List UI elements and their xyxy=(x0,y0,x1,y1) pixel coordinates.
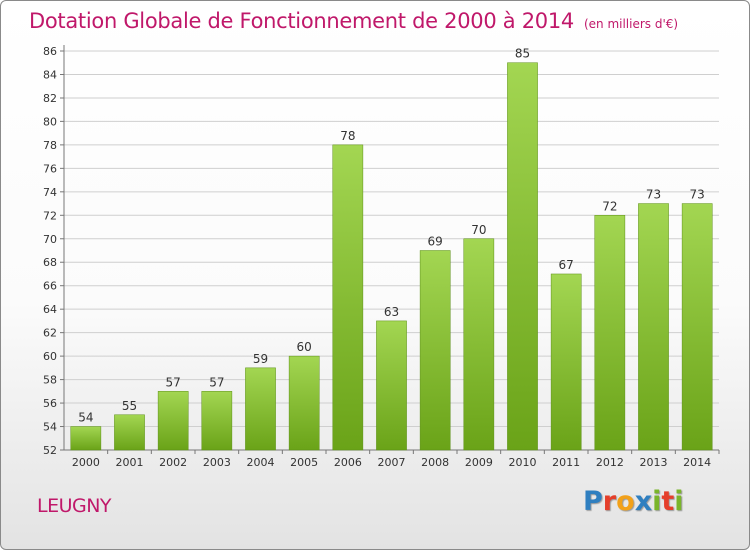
data-label: 73 xyxy=(690,188,705,202)
data-label: 55 xyxy=(122,399,137,413)
x-tick-label: 2003 xyxy=(203,456,231,469)
bar xyxy=(332,144,364,451)
y-tick-label: 82 xyxy=(43,92,57,105)
y-tick-label: 62 xyxy=(43,327,57,340)
commune-name: LEUGNY xyxy=(37,495,112,517)
x-tick-label: 2004 xyxy=(247,456,275,469)
data-label: 73 xyxy=(646,188,661,202)
x-tick-label: 2001 xyxy=(116,456,144,469)
x-tick-label: 2011 xyxy=(552,456,580,469)
data-label: 72 xyxy=(602,199,617,213)
bars xyxy=(70,62,713,451)
chart-title: Dotation Globale de Fonctionnement de 20… xyxy=(29,9,678,33)
bar xyxy=(594,215,626,451)
y-tick-label: 60 xyxy=(43,350,57,363)
data-label: 60 xyxy=(297,340,312,354)
data-label: 57 xyxy=(166,375,181,389)
data-label: 57 xyxy=(209,375,224,389)
data-label: 67 xyxy=(559,258,574,272)
x-tick-label: 2008 xyxy=(421,456,449,469)
logo-letter: t xyxy=(661,486,675,517)
x-tick-label: 2000 xyxy=(72,456,100,469)
logo-letter: o xyxy=(616,486,635,517)
bar xyxy=(463,238,495,451)
y-tick-label: 74 xyxy=(43,186,57,199)
logo-letter: r xyxy=(602,486,617,517)
x-tick-label: 2010 xyxy=(509,456,537,469)
y-tick-label: 78 xyxy=(43,139,57,152)
y-tick-label: 86 xyxy=(43,45,57,58)
chart-subtitle: (en milliers d'€) xyxy=(583,17,679,31)
data-label: 69 xyxy=(428,235,443,249)
y-tick-label: 80 xyxy=(43,115,57,128)
bar xyxy=(550,273,582,451)
y-tick-label: 54 xyxy=(43,421,57,434)
logo-letter: P xyxy=(583,486,603,517)
x-tick-label: 2009 xyxy=(465,456,493,469)
y-tick-label: 66 xyxy=(43,280,57,293)
bar xyxy=(70,426,102,451)
x-tick-label: 2012 xyxy=(596,456,624,469)
y-tick-label: 68 xyxy=(43,256,57,269)
bar xyxy=(376,320,407,451)
x-tick-label: 2013 xyxy=(640,456,668,469)
y-tick-label: 56 xyxy=(43,397,57,410)
bar xyxy=(114,414,145,451)
bar xyxy=(201,391,233,451)
x-tick-label: 2007 xyxy=(378,456,406,469)
x-tick-label: 2006 xyxy=(334,456,362,469)
bar xyxy=(157,391,189,451)
bar xyxy=(681,203,713,451)
bar xyxy=(638,203,669,451)
y-tick-label: 84 xyxy=(43,68,57,81)
x-tick-labels: 2000 2001 2002 2003 2004 2005 2006 2007 2008 2009… xyxy=(72,456,711,469)
y-tick-label: 76 xyxy=(43,162,57,175)
data-label: 59 xyxy=(253,352,268,366)
logo-letter: i xyxy=(674,486,684,517)
data-labels: 54 55 57 57 59 60 78 63 69 70 85 67 72 73 73 xyxy=(78,47,705,425)
data-label: 70 xyxy=(471,223,486,237)
logo-letter: x xyxy=(634,486,653,517)
y-tick-labels: 52 54 56 58 60 62 64 66 68 70 72 74 76 78 80 82 84 86 xyxy=(43,45,57,457)
data-label: 54 xyxy=(78,411,93,425)
bar xyxy=(245,367,276,451)
x-tick-label: 2005 xyxy=(290,456,318,469)
x-tick-label: 2014 xyxy=(683,456,711,469)
y-tick-label: 52 xyxy=(43,444,57,457)
logo-letter: i xyxy=(652,486,662,517)
data-label: 63 xyxy=(384,305,399,319)
y-tick-label: 70 xyxy=(43,233,57,246)
bar xyxy=(419,250,451,451)
data-label: 85 xyxy=(515,47,530,61)
x-tick-label: 2002 xyxy=(159,456,187,469)
data-label: 78 xyxy=(340,129,355,143)
bar xyxy=(507,62,538,451)
proxiti-logo: Proxiti xyxy=(583,486,684,517)
bar xyxy=(288,355,320,451)
y-tick-label: 64 xyxy=(43,303,57,316)
chart-title-text: Dotation Globale de Fonctionnement de 20… xyxy=(29,9,574,33)
y-tick-label: 72 xyxy=(43,209,57,222)
y-tick-label: 58 xyxy=(43,374,57,387)
